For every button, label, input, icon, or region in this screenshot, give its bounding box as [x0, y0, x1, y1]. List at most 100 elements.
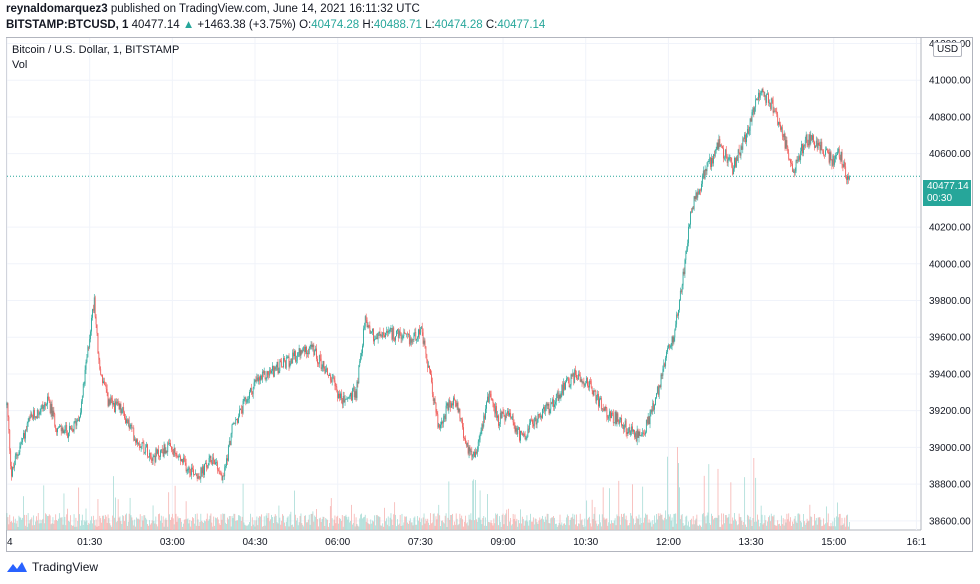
volume-bar	[450, 514, 452, 530]
volume-bar	[271, 514, 272, 530]
volume-bar	[581, 519, 583, 530]
volume-bar	[137, 518, 139, 530]
volume-bar	[442, 522, 444, 530]
candle-body	[786, 140, 788, 147]
candle-body	[467, 442, 469, 454]
volume-bar	[370, 519, 372, 530]
candle-body	[578, 374, 580, 375]
volume-bar	[118, 517, 120, 530]
volume-bar	[200, 513, 202, 530]
volume-bar	[847, 514, 848, 530]
volume-bar	[561, 522, 563, 530]
candle-body	[286, 357, 288, 359]
volume-bar	[746, 514, 748, 530]
candle-body	[616, 413, 618, 424]
candle-body	[122, 407, 124, 411]
candle-body	[660, 374, 662, 387]
time-tick-label: 04:30	[243, 537, 268, 548]
candle-body	[79, 416, 80, 421]
volume-bar	[741, 520, 743, 530]
candle-body	[601, 408, 603, 410]
currency-button[interactable]: USD	[933, 42, 963, 57]
volume-bar	[449, 519, 451, 530]
volume-bar	[734, 513, 735, 530]
candle-body	[669, 346, 671, 348]
candle-body	[507, 411, 509, 414]
volume-bar	[103, 519, 105, 530]
candle-body	[77, 419, 79, 421]
volume-bar	[799, 514, 801, 530]
candle-body	[184, 459, 186, 463]
candle-body	[764, 95, 766, 97]
volume-bar	[658, 516, 660, 530]
candle-body	[359, 361, 361, 366]
volume-bar	[160, 520, 161, 530]
candle-body	[686, 249, 688, 251]
volume-bar	[501, 514, 503, 530]
volume-bar	[439, 515, 441, 530]
candle-body	[156, 449, 158, 454]
volume-bar	[657, 513, 659, 530]
candle-body	[698, 191, 700, 194]
candle-body	[480, 430, 482, 435]
volume-bar	[67, 508, 69, 530]
candle-body	[351, 392, 352, 401]
volume-bar	[694, 520, 696, 530]
volume-bar	[472, 480, 474, 530]
volume-bar	[329, 522, 330, 530]
candle-body	[419, 329, 420, 335]
tradingview-logo[interactable]: TradingView	[6, 560, 98, 574]
candle-body	[57, 428, 58, 433]
volume-bar	[509, 521, 510, 530]
volume-bar	[52, 517, 54, 530]
volume-bar	[629, 522, 631, 530]
volume-bar	[193, 523, 195, 530]
volume-bar	[207, 520, 209, 530]
candle-body	[93, 297, 95, 311]
candle-body	[684, 259, 686, 274]
volume-bar	[827, 513, 829, 530]
volume-bar	[117, 499, 119, 530]
volume-bar	[230, 526, 232, 530]
candle-body	[351, 388, 353, 401]
volume-bar	[76, 526, 78, 530]
candle-body	[133, 427, 135, 441]
volume-bar	[662, 519, 664, 530]
volume-bar	[490, 520, 492, 530]
volume-bar	[643, 522, 644, 530]
candle-body	[296, 355, 298, 361]
candle-body	[636, 429, 638, 441]
candle-body	[341, 399, 343, 405]
volume-bar	[690, 520, 691, 530]
volume-bar	[780, 525, 781, 530]
candle-body	[720, 145, 722, 147]
volume-bar	[699, 524, 701, 530]
candle-body	[783, 133, 785, 138]
candle-body	[450, 403, 452, 408]
volume-bar	[373, 521, 374, 530]
volume-bar	[421, 525, 423, 530]
volume-bar	[722, 524, 723, 530]
candle-body	[843, 162, 845, 167]
volume-bar	[471, 520, 473, 530]
volume-bar	[198, 525, 200, 530]
volume-bar	[12, 522, 13, 530]
volume-bar	[839, 513, 841, 530]
candle-body	[358, 365, 360, 383]
candle-body	[594, 390, 596, 392]
candle-body	[58, 427, 59, 429]
candle-body	[735, 157, 737, 167]
candle-body	[383, 332, 385, 336]
candle-body	[674, 330, 676, 338]
candle-body	[574, 369, 576, 383]
volume-bar	[655, 522, 656, 530]
volume-bar	[664, 517, 666, 530]
volume-bar	[765, 520, 767, 530]
volume-bar	[814, 513, 815, 530]
candle-body	[784, 133, 786, 149]
candle-body	[626, 431, 628, 434]
candle-body	[619, 419, 621, 424]
candle-body	[388, 331, 390, 332]
candle-body	[285, 358, 287, 368]
